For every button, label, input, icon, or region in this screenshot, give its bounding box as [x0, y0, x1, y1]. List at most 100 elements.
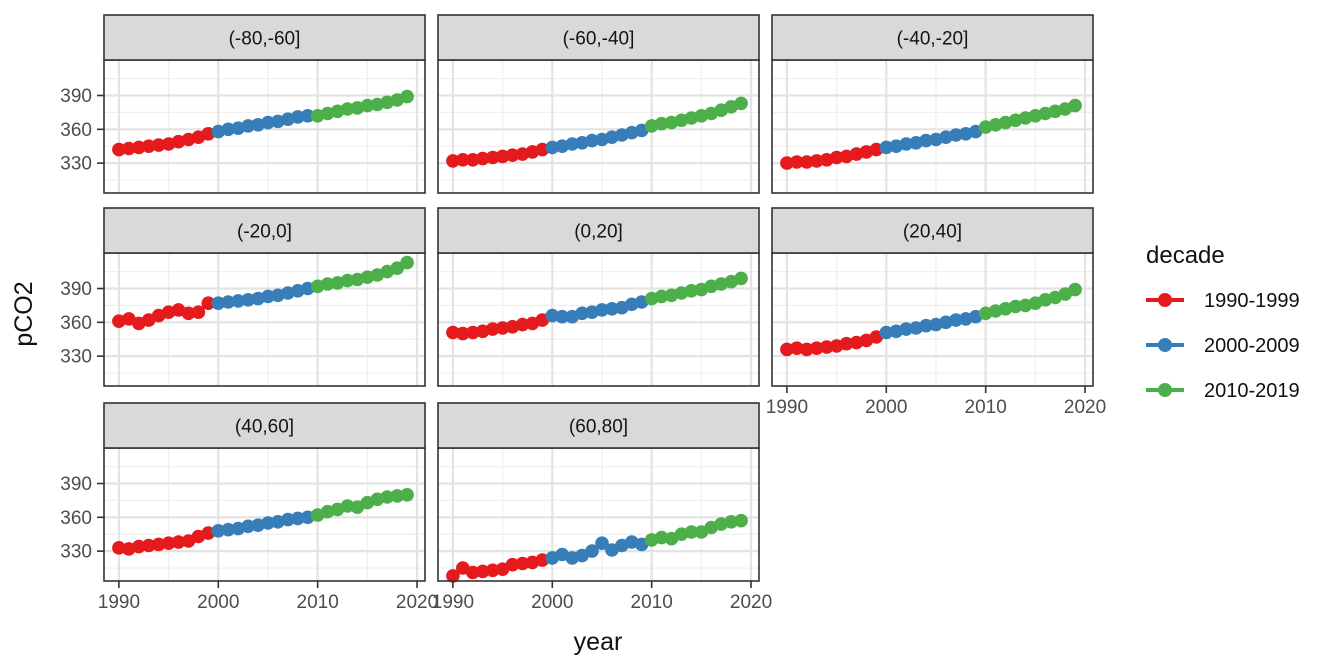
x-tick-label: 2000: [531, 592, 573, 613]
data-point: [390, 489, 405, 503]
data-point: [505, 557, 520, 572]
data-point: [829, 150, 844, 165]
y-tick-label: 360: [60, 120, 92, 141]
data-point: [495, 321, 510, 335]
data-point: [724, 515, 738, 529]
y-tick-label: 360: [60, 313, 92, 334]
x-tick-label: 1990: [766, 397, 808, 418]
data-point: [684, 284, 699, 298]
data-point: [446, 325, 460, 340]
data-point: [475, 151, 490, 166]
data-point: [456, 326, 470, 341]
data-point: [161, 536, 176, 550]
facet-strip-label: (0,20]: [574, 222, 623, 243]
data-point: [132, 539, 146, 554]
data-point: [320, 277, 335, 291]
data-point: [485, 322, 500, 336]
data-point: [684, 525, 699, 539]
data-point: [112, 541, 126, 555]
data-point: [456, 153, 470, 167]
legend-title: decade: [1146, 242, 1225, 269]
facet-strip-label: (-40,-20]: [897, 29, 969, 50]
data-point: [780, 342, 794, 357]
data-point: [505, 148, 520, 162]
data-point: [241, 119, 255, 133]
data-point: [545, 140, 560, 155]
x-tick-label: 2000: [197, 592, 239, 613]
facet-strip: [437, 402, 760, 449]
facet-4: (0,20]: [437, 207, 760, 387]
panel-background: [438, 60, 759, 193]
data-point: [360, 98, 375, 113]
data-point: [585, 133, 599, 148]
facet-strip: [771, 14, 1094, 61]
data-point: [122, 141, 136, 156]
facet-2: (-40,-20]: [771, 14, 1094, 194]
data-point: [241, 293, 255, 307]
data-point: [446, 569, 460, 583]
data-point: [380, 490, 395, 504]
data-point: [879, 140, 894, 155]
data-point: [291, 511, 305, 526]
facet-strip: [103, 402, 426, 449]
legend: decade 1990-1999 2000-2009 2010-2019: [1146, 242, 1300, 402]
facet-strip: [103, 207, 426, 254]
data-point: [231, 294, 245, 308]
data-point: [654, 289, 669, 304]
facet-strip: [437, 14, 760, 61]
data-point: [446, 154, 460, 168]
data-point: [400, 255, 414, 270]
facet-strip: [771, 207, 1094, 254]
data-point: [654, 116, 669, 131]
data-point: [400, 89, 414, 104]
data-point: [466, 565, 480, 580]
data-point: [654, 530, 669, 545]
facet-strip-label: (60,80]: [569, 417, 628, 438]
data-point: [605, 302, 619, 316]
data-point: [340, 273, 355, 288]
data-point: [839, 336, 854, 351]
panel-background: [104, 448, 425, 581]
data-point: [261, 115, 275, 130]
data-point: [475, 564, 490, 579]
facet-strip-label: (-80,-60]: [229, 29, 301, 50]
data-point: [734, 513, 748, 528]
data-point: [879, 325, 894, 340]
data-point: [221, 295, 235, 309]
data-point: [112, 142, 126, 157]
facet-6: (40,60]: [103, 402, 426, 582]
data-point: [819, 340, 834, 354]
data-point: [141, 139, 156, 153]
data-point: [949, 313, 963, 327]
data-point: [466, 153, 480, 167]
x-tick-label: 2010: [297, 592, 339, 613]
facet-7: (60,80]: [437, 402, 760, 583]
data-point: [211, 296, 226, 311]
data-point: [919, 318, 933, 333]
data-point: [181, 306, 196, 321]
data-point: [734, 96, 748, 111]
x-tick-label: 2010: [631, 592, 673, 613]
x-tick-label: 2020: [1064, 397, 1106, 418]
data-point: [790, 341, 804, 356]
facet-strip-label: (20,40]: [903, 222, 962, 243]
legend-entry-label: 2000-2009: [1204, 335, 1300, 357]
facet-strip-label: (40,60]: [235, 417, 294, 438]
facet-strip-label: (-60,-40]: [563, 29, 635, 50]
data-point: [151, 537, 166, 552]
data-point: [191, 305, 206, 320]
data-point: [809, 341, 824, 356]
legend-entry-label: 1990-1999: [1204, 290, 1300, 312]
data-point: [800, 342, 814, 357]
data-point: [485, 150, 500, 165]
facet-strip: [437, 207, 760, 254]
x-tick-label: 2010: [965, 397, 1007, 418]
y-tick-label: 390: [60, 474, 92, 495]
data-point: [1008, 299, 1023, 314]
data-point: [949, 128, 963, 142]
legend-key-point: [1158, 383, 1172, 397]
y-tick-label: 390: [60, 279, 92, 300]
data-point: [595, 303, 609, 317]
